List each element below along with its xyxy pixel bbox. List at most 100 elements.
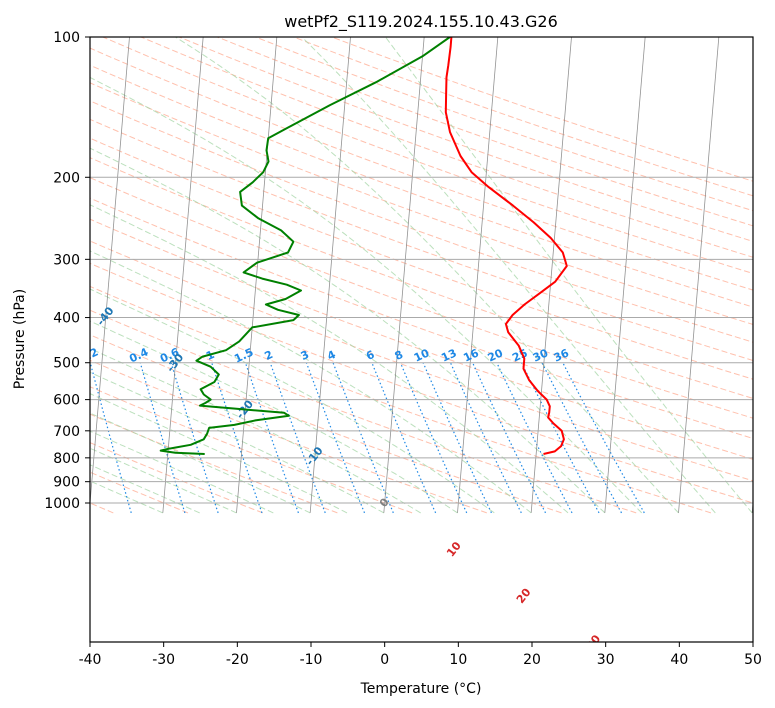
dry-adiabat [90, 285, 712, 514]
moist-adiabat [90, 347, 421, 514]
mixing-ratio-label: 0.2 [77, 346, 100, 366]
dry-adiabat [90, 100, 753, 343]
moist-adiabat [90, 288, 495, 514]
dry-adiabat [255, 37, 753, 212]
mixing-ratio-label: 3 [299, 348, 311, 363]
mixing-ratio-label: 16 [461, 346, 481, 364]
mixing-ratio-label: 4 [325, 348, 338, 363]
mixing-ratio-label: 20 [486, 346, 506, 364]
dry-adiabat [90, 177, 753, 419]
mixing-ratio-line [422, 362, 492, 514]
x-tick-label: -40 [79, 652, 102, 668]
isotherm [162, 37, 204, 513]
dry-adiabat [90, 359, 487, 514]
x-tick-label: -10 [300, 652, 323, 668]
x-tick-label: 40 [670, 652, 688, 668]
x-axis-label: Temperature (°C) [360, 681, 482, 697]
isotherm [751, 498, 753, 513]
isotherm-label: 10 [444, 539, 464, 559]
dry-adiabat [90, 471, 189, 514]
x-tick-label: 20 [523, 652, 541, 668]
mixing-ratio-label: 30 [531, 346, 551, 364]
moist-adiabat [90, 320, 458, 514]
isotherm [309, 37, 351, 513]
moist-adiabat [90, 480, 164, 514]
isotherm-label: -50 [24, 258, 47, 282]
y-tick-label: 700 [53, 424, 80, 440]
mixing-ratio-label: 8 [393, 348, 405, 363]
dry-adiabat [0, 37, 39, 513]
dry-adiabat [90, 64, 753, 308]
moist-adiabat [90, 76, 643, 514]
dewpoint-profile [159, 37, 451, 455]
dry-adiabat [90, 47, 753, 291]
mixing-ratio-line [562, 362, 645, 514]
mixing-ratio-line [472, 362, 547, 514]
dry-adiabat [90, 157, 753, 399]
dry-adiabat [90, 334, 562, 514]
moist-adiabat [90, 371, 385, 514]
mixing-ratio-line [520, 362, 600, 514]
isotherm-label: 30 [584, 632, 604, 652]
dry-adiabat [90, 137, 753, 380]
dry-adiabat [331, 37, 753, 182]
moist-adiabat [385, 37, 753, 514]
mixing-ratio-label: 10 [412, 346, 432, 364]
mixing-ratio-line [496, 362, 573, 514]
y-axis: 100 200 300 400 500 600 700 800 900 1000 [44, 30, 90, 512]
isotherm [604, 37, 646, 513]
chart-title: wetPf2_S119.2024.155.10.43.G26 [284, 12, 558, 32]
y-tick-label: 1000 [44, 496, 80, 512]
x-tick-label: 30 [597, 652, 615, 668]
moist-adiabat [175, 37, 679, 514]
dry-adiabat [179, 37, 753, 242]
y-tick-label: 500 [53, 356, 80, 372]
x-tick-label: -20 [226, 652, 249, 668]
dry-adiabat [140, 37, 753, 258]
moist-adiabat [90, 250, 532, 514]
dry-adiabat [90, 386, 413, 514]
y-tick-label: 600 [53, 393, 80, 409]
temperature-profile [444, 37, 568, 455]
x-tick-label: 10 [449, 652, 467, 668]
isotherm [236, 37, 278, 513]
isotherm-label: 0 [377, 495, 392, 509]
x-tick-label: -30 [152, 652, 175, 668]
series-layer [159, 37, 568, 455]
mixing-ratio-line [399, 362, 468, 514]
y-tick-label: 200 [53, 170, 80, 186]
y-tick-label: 100 [53, 30, 80, 46]
dry-adiabat [90, 197, 753, 439]
moist-adiabat [301, 37, 716, 514]
isotherm-label: 40 [653, 679, 673, 699]
mixing-ratio-label: 36 [552, 346, 572, 364]
dry-adiabat [102, 37, 753, 274]
moist-adiabat [90, 147, 606, 514]
isotherm [15, 37, 55, 513]
dry-adiabat [90, 262, 753, 504]
moist-adiabat [90, 412, 311, 514]
isotherm-label: 20 [514, 586, 534, 606]
moist-adiabat [90, 204, 569, 514]
isotherm [530, 37, 572, 513]
y-axis-label: Pressure (hPa) [12, 289, 28, 389]
mixing-ratio-label: 13 [439, 346, 458, 364]
mixing-ratio-line [211, 362, 263, 514]
x-axis: -40 -30 -20 -10 0 10 20 30 40 50 [79, 642, 762, 668]
dry-adiabat [293, 37, 753, 197]
x-tick-label: 0 [380, 652, 389, 668]
mixing-ratio-line [371, 362, 437, 514]
isotherm [383, 37, 425, 513]
plot-frame [89, 36, 754, 643]
grid-layer [0, 37, 753, 514]
moist-adiabat [90, 430, 274, 514]
isotherm [678, 37, 720, 513]
isotherm [90, 37, 130, 508]
y-tick-label: 800 [53, 451, 80, 467]
mixing-ratio-line [541, 362, 623, 514]
mixing-ratio-line [244, 362, 299, 514]
y-tick-label: 900 [53, 475, 80, 491]
y-tick-label: 300 [53, 252, 80, 268]
mixing-ratio-line [170, 362, 219, 514]
